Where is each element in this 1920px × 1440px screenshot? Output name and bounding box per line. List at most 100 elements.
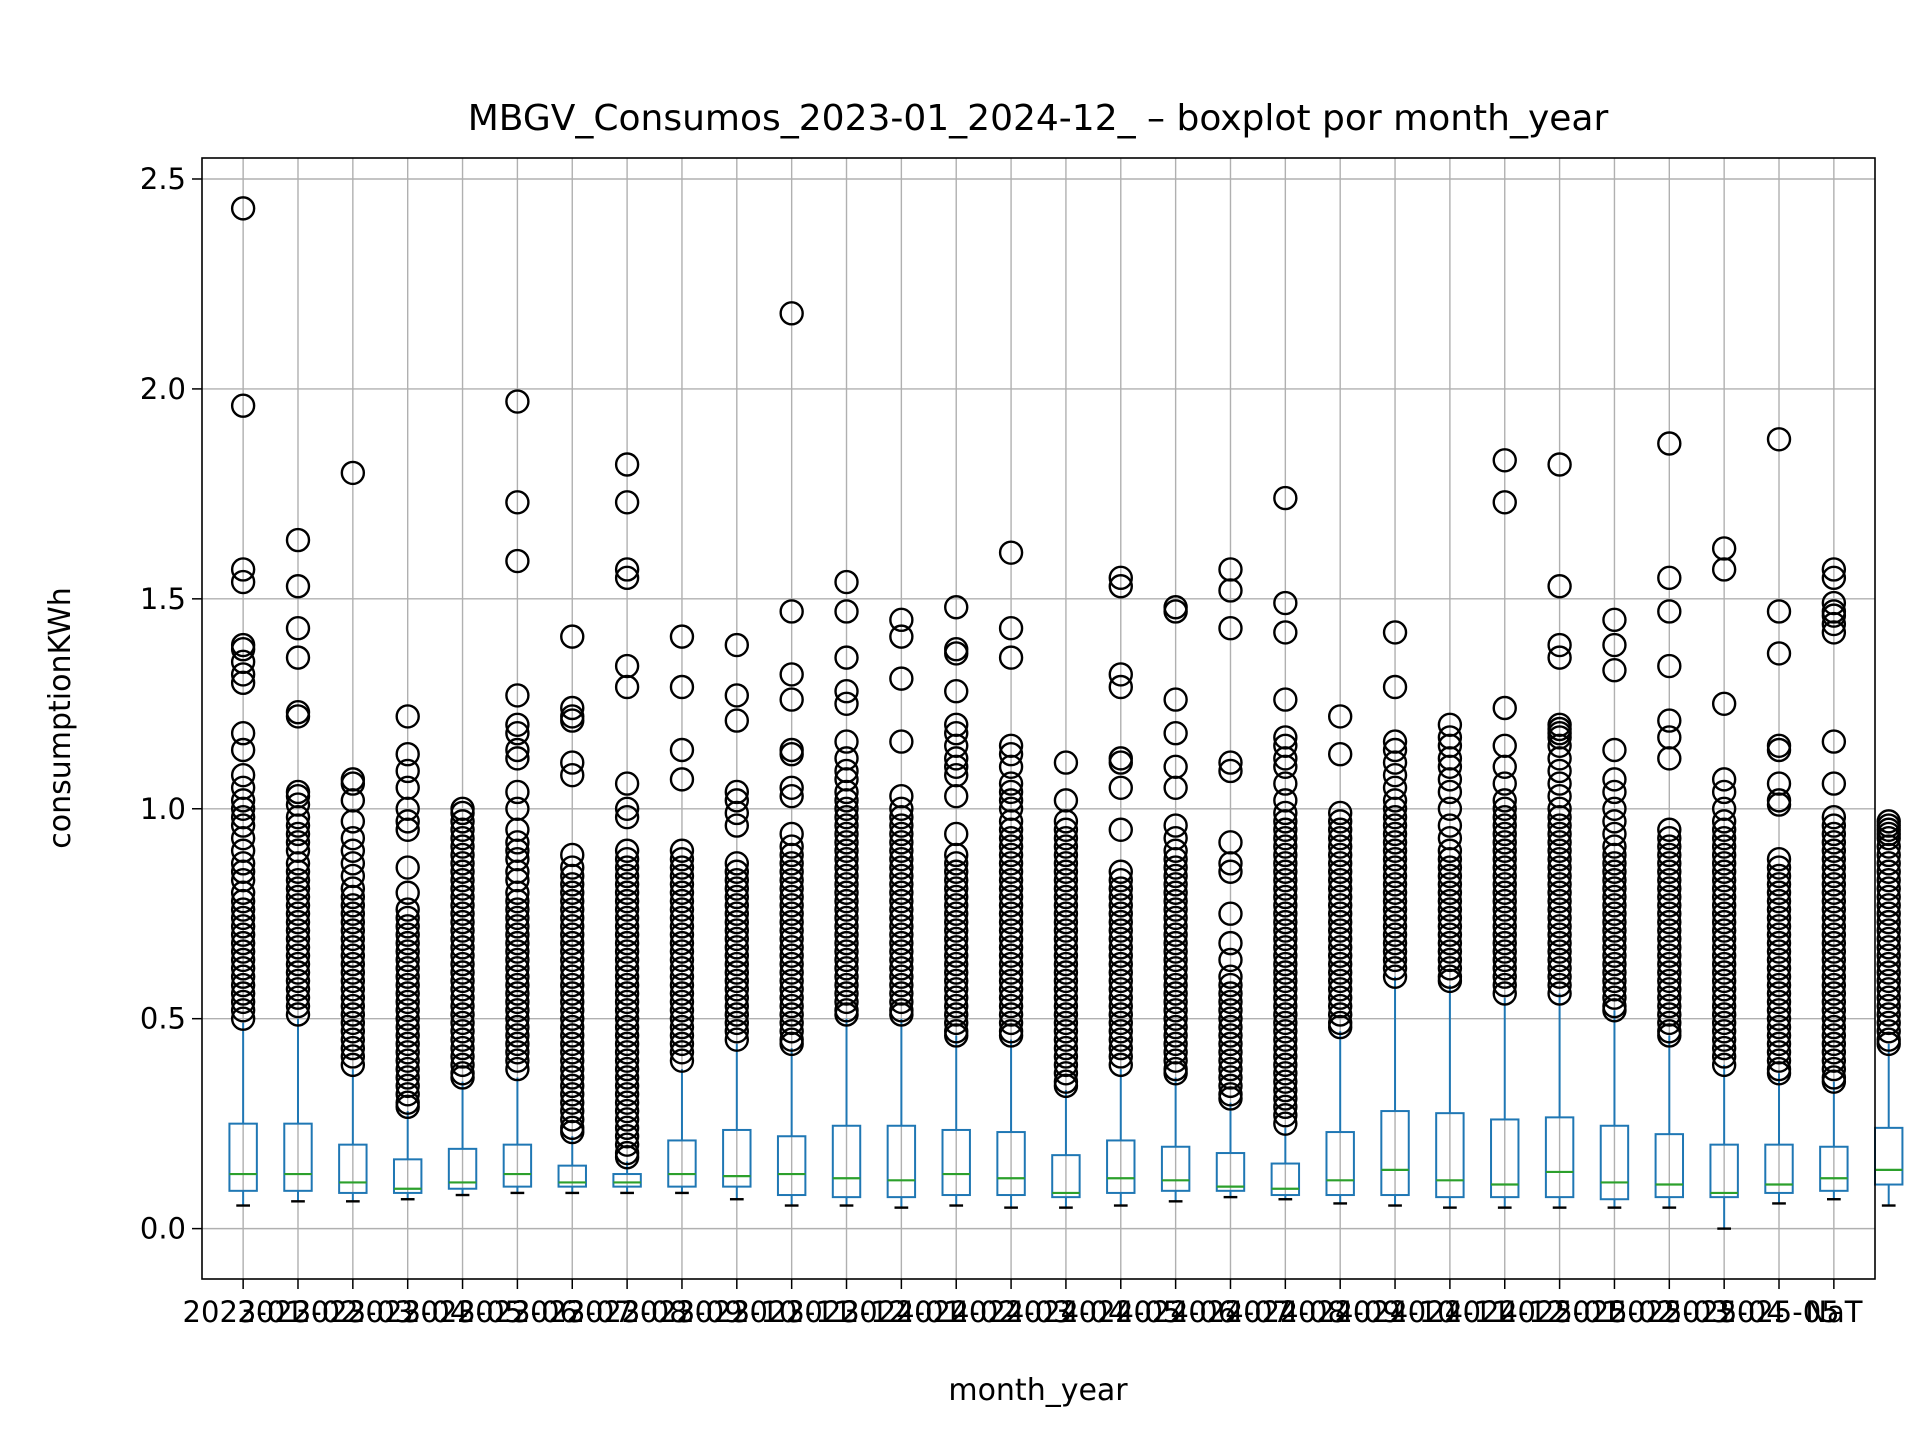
x-tick-label: 2025-02 xyxy=(1554,1295,1675,1329)
flier-point xyxy=(1437,930,1463,956)
y-tick-label: 2.0 xyxy=(140,372,186,406)
flier-point xyxy=(1327,809,1353,834)
flier-point xyxy=(450,817,475,842)
flier-point xyxy=(1766,922,1792,947)
flier-point xyxy=(1876,1019,1901,1044)
flier-point xyxy=(395,1082,420,1107)
flier-point xyxy=(1876,960,1901,985)
flier-point xyxy=(230,939,256,964)
flier-point xyxy=(1108,977,1133,1002)
flier-point xyxy=(1821,905,1847,931)
flier-point xyxy=(614,1082,640,1107)
flier-point xyxy=(944,859,969,884)
flier-point xyxy=(560,897,585,922)
flier-point xyxy=(1273,771,1298,796)
flier-point xyxy=(1218,1006,1243,1031)
box-2023-02 xyxy=(283,527,313,1203)
flier-point xyxy=(834,691,859,717)
flier-point xyxy=(340,1052,366,1078)
flier-point xyxy=(1273,960,1298,985)
flier-point xyxy=(1273,1111,1298,1136)
flier-point xyxy=(1218,1048,1243,1073)
flier-point xyxy=(669,939,695,964)
flier-point xyxy=(285,851,311,876)
flier-point xyxy=(1657,960,1682,985)
flier-point xyxy=(1821,930,1847,956)
flier-point xyxy=(614,1107,640,1132)
flier-point xyxy=(1602,658,1627,683)
flier-point xyxy=(889,813,914,838)
flier-point xyxy=(1218,1086,1243,1111)
flier-point xyxy=(285,977,311,1002)
box-iqr xyxy=(1435,1112,1465,1199)
flier-point xyxy=(1602,834,1627,859)
flier-point xyxy=(1657,1023,1682,1048)
flier-point xyxy=(998,943,1024,968)
flier-point xyxy=(1163,930,1188,956)
flier-point xyxy=(450,968,475,994)
flier-point xyxy=(395,1014,420,1040)
flier-point xyxy=(1821,1069,1847,1094)
box-iqr xyxy=(667,1139,697,1188)
flier-point xyxy=(230,557,256,582)
flier-point xyxy=(1766,989,1792,1015)
flier-point xyxy=(1382,821,1408,847)
flier-point xyxy=(1821,830,1847,855)
flier-point xyxy=(1382,750,1408,775)
flier-point xyxy=(560,1082,585,1107)
flier-point xyxy=(1821,1006,1847,1031)
flier-point xyxy=(779,851,804,876)
flier-point xyxy=(230,880,256,905)
x-tick-label: 2023-02 xyxy=(237,1295,358,1329)
box-iqr xyxy=(1380,1110,1410,1197)
flier-point xyxy=(724,788,750,813)
flier-point xyxy=(230,947,256,973)
flier-point xyxy=(1382,863,1408,889)
flier-point xyxy=(669,846,695,872)
flier-point xyxy=(1273,901,1298,926)
flier-point xyxy=(1711,767,1737,792)
flier-point xyxy=(1547,838,1572,863)
flier-point xyxy=(889,1002,914,1027)
flier-point xyxy=(1766,427,1792,452)
flier-point xyxy=(1492,754,1517,779)
flier-point xyxy=(1876,825,1901,851)
flier-point xyxy=(779,893,804,918)
flier-point xyxy=(614,930,640,956)
x-tick-label: 2024-01 xyxy=(841,1295,962,1329)
flier-point xyxy=(1108,1010,1133,1036)
flier-point xyxy=(1273,485,1298,511)
flier-point xyxy=(505,830,530,855)
flier-point xyxy=(1382,872,1408,897)
flier-point xyxy=(340,909,366,935)
flier-point xyxy=(1163,989,1188,1015)
flier-point xyxy=(1492,863,1517,889)
flier-point xyxy=(1766,1023,1792,1048)
flier-point xyxy=(340,460,366,486)
flier-point xyxy=(1876,834,1901,859)
flier-point xyxy=(1053,943,1079,968)
flier-point xyxy=(1547,821,1572,847)
x-tick-label: 2024-08 xyxy=(1225,1295,1346,1329)
flier-point xyxy=(340,935,366,960)
flier-point xyxy=(944,641,969,666)
flier-point xyxy=(1711,1035,1737,1061)
flier-point xyxy=(1766,599,1792,624)
flier-point xyxy=(1273,800,1298,826)
flier-point xyxy=(889,666,914,691)
flier-point xyxy=(1273,935,1298,960)
flier-point xyxy=(1821,939,1847,964)
flier-point xyxy=(614,905,640,931)
flier-point xyxy=(1547,897,1572,922)
flier-point xyxy=(1053,867,1079,893)
flier-point xyxy=(395,897,420,922)
y-tick-label: 1.5 xyxy=(140,582,186,616)
flier-point xyxy=(1273,687,1298,712)
y-tick-label: 1.0 xyxy=(140,792,186,826)
flier-point xyxy=(1766,641,1792,666)
flier-point xyxy=(669,947,695,973)
flier-point xyxy=(505,880,530,905)
flier-point xyxy=(998,935,1024,960)
flier-point xyxy=(1766,1014,1792,1040)
flier-point xyxy=(340,901,366,926)
